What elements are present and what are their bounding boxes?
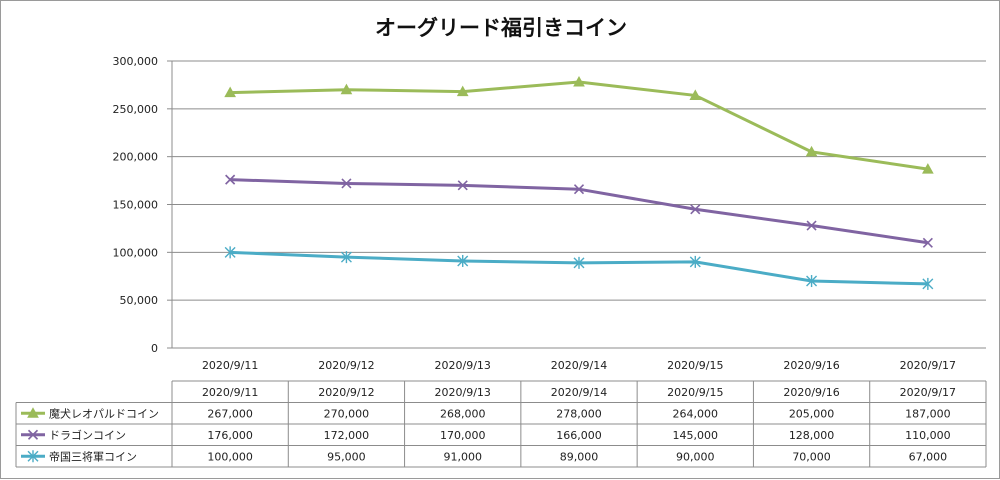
data-point-marker	[340, 83, 353, 95]
table-value-cell: 172,000	[324, 429, 370, 442]
y-tick-label: 50,000	[120, 294, 159, 307]
data-point-marker	[340, 251, 352, 264]
table-value-cell: 187,000	[905, 407, 951, 420]
series-2	[225, 174, 933, 248]
series-lines	[224, 76, 934, 290]
data-point-marker	[806, 275, 818, 288]
series-1	[224, 76, 934, 174]
data-point-marker	[27, 407, 39, 418]
y-tick-label: 0	[151, 342, 158, 355]
table-value-cell: 166,000	[556, 429, 602, 442]
data-point-marker	[573, 76, 585, 87]
y-tick-label: 200,000	[113, 151, 159, 164]
legend-label: ドラゴンコイン	[49, 428, 126, 442]
table-header-cell: 2020/9/15	[667, 386, 723, 399]
series-3	[224, 246, 934, 290]
table-value-cell: 205,000	[789, 407, 835, 420]
legend-key	[21, 429, 45, 440]
table-header-cell: 2020/9/17	[900, 386, 956, 399]
table-value-cell: 128,000	[789, 429, 835, 442]
x-tick-label: 2020/9/14	[551, 359, 607, 372]
data-point-marker	[457, 254, 469, 267]
gridlines	[172, 60, 986, 301]
table-header-cell: 2020/9/11	[202, 386, 258, 399]
table-value-cell: 110,000	[905, 429, 951, 442]
marker-stroke	[457, 180, 468, 191]
axes	[167, 60, 986, 349]
data-point-marker	[689, 89, 702, 100]
data-point-marker	[225, 174, 236, 185]
y-axis-tick-labels: 0 50,000 100,000 150,000 200,000 250,000 300,0…	[113, 55, 159, 355]
x-tick-label: 2020/9/15	[667, 359, 723, 372]
series-line	[230, 80, 929, 171]
marker-stroke	[341, 178, 352, 189]
data-point-marker	[922, 163, 934, 174]
table-header-cell: 2020/9/14	[551, 386, 607, 399]
table-header-cell: 2020/9/16	[783, 386, 839, 399]
y-tick-label: 100,000	[113, 246, 159, 259]
x-tick-label: 2020/9/16	[783, 359, 839, 372]
data-point-marker	[27, 450, 39, 463]
data-point-marker	[690, 204, 701, 215]
table-header-cell: 2020/9/12	[318, 386, 374, 399]
data-table: 2020/9/11 2020/9/12 2020/9/13 2020/9/14 2020…	[15, 380, 987, 468]
data-point-marker	[456, 85, 469, 97]
marker-stroke	[27, 429, 39, 440]
data-point-marker	[224, 246, 236, 259]
marker-stroke	[806, 220, 817, 231]
x-tick-label: 2020/9/11	[202, 359, 258, 372]
data-point-marker	[27, 429, 39, 440]
table-value-cell: 90,000	[676, 450, 715, 463]
data-point-marker	[224, 86, 236, 98]
y-tick-label: 250,000	[113, 103, 159, 116]
legend-key	[21, 450, 45, 463]
data-point-marker	[922, 277, 934, 290]
table-value-cell: 91,000	[443, 450, 482, 463]
data-point-marker	[573, 184, 585, 195]
x-axis-tick-labels: 2020/9/11 2020/9/12 2020/9/13 2020/9/14 2020…	[202, 359, 956, 372]
data-point-marker	[805, 145, 818, 157]
table-value-cell: 95,000	[327, 450, 366, 463]
legend-label: 帝国三将軍コイン	[49, 449, 137, 463]
table-value-cell: 267,000	[207, 407, 253, 420]
legend-key	[21, 407, 45, 418]
table-value-cell: 67,000	[909, 450, 948, 463]
x-tick-label: 2020/9/12	[318, 359, 374, 372]
data-point-marker	[806, 220, 817, 231]
marker-stroke	[690, 204, 701, 215]
table-value-cell: 270,000	[324, 407, 370, 420]
y-tick-label: 300,000	[113, 55, 159, 68]
table-header-cell: 2020/9/13	[435, 386, 491, 399]
table-value-cell: 170,000	[440, 429, 486, 442]
data-point-marker	[457, 180, 468, 191]
table-value-cell: 100,000	[207, 450, 253, 463]
x-tick-label: 2020/9/13	[435, 359, 491, 372]
data-point-marker	[573, 256, 585, 269]
data-point-marker	[922, 237, 933, 248]
data-point-marker	[341, 178, 352, 189]
marker-stroke	[922, 237, 933, 248]
chart-title: オーグリード福引きコイン	[375, 16, 627, 40]
table-value-cell: 176,000	[207, 429, 253, 442]
marker-stroke	[225, 174, 236, 185]
table-value-cell: 278,000	[556, 407, 602, 420]
marker-stroke	[573, 184, 585, 195]
table-value-cell: 145,000	[673, 429, 719, 442]
y-tick-label: 150,000	[113, 199, 159, 212]
table-value-cell: 264,000	[673, 407, 719, 420]
table-value-cell: 268,000	[440, 407, 486, 420]
x-tick-label: 2020/9/17	[900, 359, 956, 372]
table-value-cell: 70,000	[792, 450, 831, 463]
legend-label: 魔犬レオパルドコイン	[49, 406, 159, 420]
data-point-marker	[689, 255, 701, 268]
table-value-cell: 89,000	[560, 450, 599, 463]
